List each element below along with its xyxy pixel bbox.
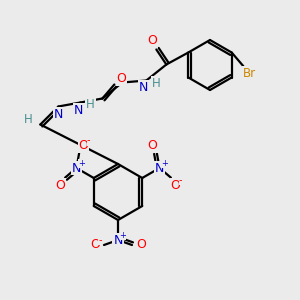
Text: +: +	[78, 158, 85, 167]
Text: O: O	[116, 72, 126, 85]
Text: H: H	[152, 77, 161, 90]
Text: -: -	[87, 136, 90, 146]
Text: +: +	[161, 158, 168, 167]
Text: H: H	[86, 98, 95, 111]
Text: N: N	[74, 104, 83, 117]
Text: H: H	[24, 113, 33, 126]
Text: O: O	[79, 139, 88, 152]
Text: O: O	[136, 238, 146, 251]
Text: Br: Br	[243, 67, 256, 80]
Text: O: O	[148, 139, 157, 152]
Text: N: N	[155, 161, 164, 175]
Text: N: N	[72, 161, 81, 175]
Text: N: N	[113, 233, 123, 247]
Text: N: N	[139, 81, 148, 94]
Text: N: N	[54, 108, 63, 121]
Text: -: -	[178, 176, 182, 185]
Text: O: O	[170, 179, 180, 192]
Text: -: -	[98, 235, 102, 245]
Text: O: O	[147, 34, 157, 47]
Text: O: O	[90, 238, 100, 251]
Text: O: O	[56, 179, 65, 192]
Text: +: +	[120, 230, 126, 239]
